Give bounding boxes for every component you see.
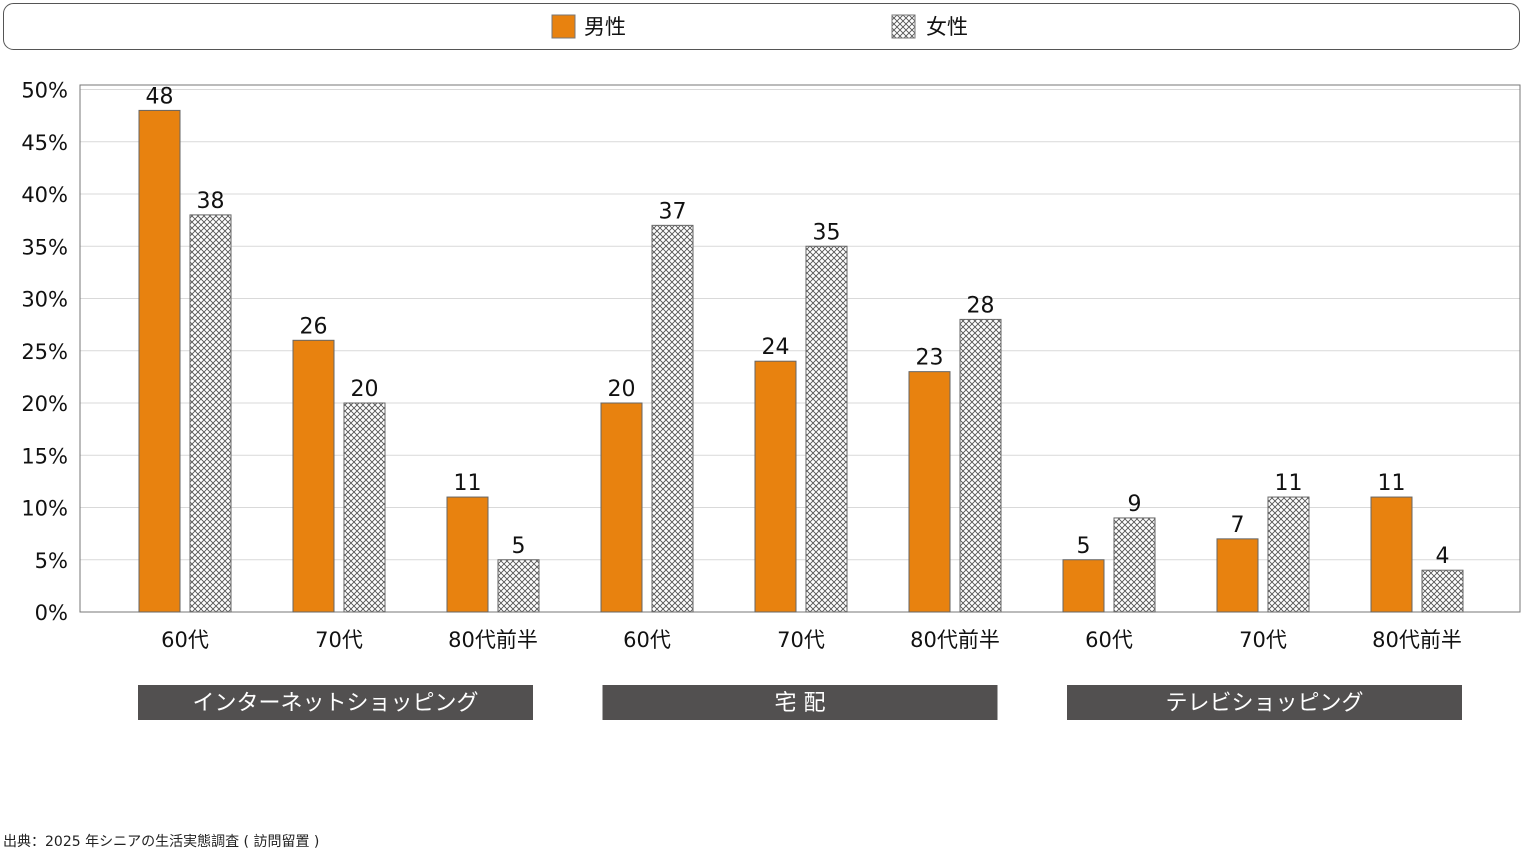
y-tick-label: 15% [21, 444, 68, 468]
data-label: 20 [608, 377, 636, 402]
data-label: 37 [659, 199, 687, 224]
x-tick-label: 70代 [315, 628, 363, 652]
bar-female [189, 214, 232, 613]
data-label: 5 [512, 534, 526, 559]
data-label: 24 [762, 335, 790, 360]
bar-male [446, 496, 489, 613]
data-label: 48 [146, 84, 174, 109]
bar-male [600, 402, 643, 613]
bar-male [1216, 538, 1259, 613]
x-tick-label: 60代 [1085, 628, 1133, 652]
data-label: 11 [1275, 471, 1303, 496]
legend-label-female: 女性 [926, 15, 968, 39]
data-label: 28 [967, 293, 995, 318]
x-tick-label: 60代 [161, 628, 209, 652]
plot-area [79, 84, 1521, 613]
bar-female [343, 402, 386, 613]
bar-male [1062, 559, 1105, 613]
y-tick-label: 50% [21, 79, 68, 103]
group-label: テレビショッピング [1165, 691, 1363, 716]
y-tick-label: 0% [35, 601, 68, 625]
data-label: 20 [351, 377, 379, 402]
x-tick-label: 80代前半 [1372, 628, 1462, 652]
bar-male [292, 339, 335, 613]
group-box [602, 685, 998, 720]
bar-female [651, 224, 694, 613]
x-tick-label: 70代 [1239, 628, 1287, 652]
group-label: インターネットショッピング [192, 691, 478, 716]
bar-female [959, 318, 1002, 613]
data-label: 4 [1436, 544, 1450, 569]
source-footer: 出典：2025 年シニアの生活実態調査 ( 訪問留置 ) [3, 834, 320, 850]
data-label: 11 [1378, 471, 1406, 496]
y-tick-label: 25% [21, 340, 68, 364]
x-tick-label: 80代前半 [448, 628, 538, 652]
data-label: 26 [300, 314, 328, 339]
bar-female [805, 245, 848, 613]
y-tick-label: 45% [21, 131, 68, 155]
group-box [1067, 685, 1462, 720]
bar-male [754, 360, 797, 613]
y-tick-label: 10% [21, 497, 68, 521]
y-tick-label: 5% [35, 549, 68, 573]
legend-box [3, 3, 1520, 50]
bar-male [908, 371, 951, 613]
y-tick-label: 30% [21, 288, 68, 312]
data-label: 11 [454, 471, 482, 496]
data-label: 35 [813, 220, 841, 245]
group-box [138, 685, 533, 720]
y-tick-label: 20% [21, 392, 68, 416]
y-tick-label: 40% [21, 183, 68, 207]
data-label: 5 [1077, 534, 1091, 559]
x-tick-label: 60代 [623, 628, 671, 652]
bar-female [497, 559, 540, 613]
bar-male [1370, 496, 1413, 613]
legend-swatch-male [551, 14, 576, 39]
x-tick-label: 80代前半 [910, 628, 1000, 652]
bar-female [1267, 496, 1310, 613]
bar-male [138, 109, 181, 613]
y-tick-label: 35% [21, 235, 68, 259]
data-label: 7 [1231, 513, 1245, 538]
legend-label-male: 男性 [584, 15, 626, 39]
data-label: 9 [1128, 492, 1142, 517]
legend-swatch-female [891, 14, 916, 39]
bar-female [1421, 569, 1464, 613]
data-label: 23 [916, 346, 944, 371]
bar-female [1113, 517, 1156, 613]
group-label: 宅 配 [775, 691, 826, 716]
data-label: 38 [197, 189, 225, 214]
x-tick-label: 70代 [777, 628, 825, 652]
